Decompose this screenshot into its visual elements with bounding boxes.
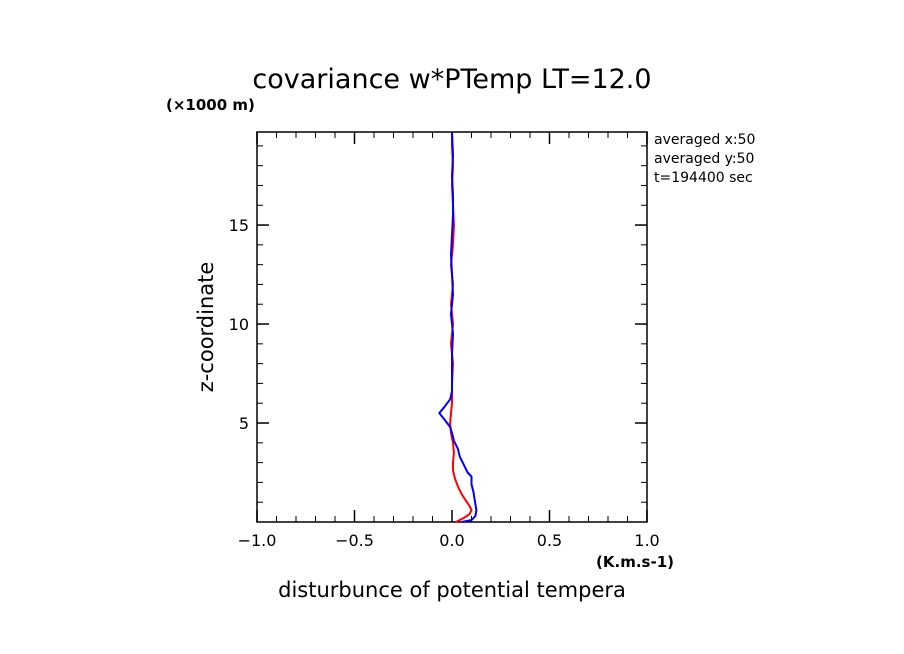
x-tick-label: 0.0 <box>439 531 464 550</box>
series-line-0 <box>449 132 473 523</box>
y-unit-label: (×1000 m) <box>166 96 255 114</box>
series-layer <box>438 131 478 523</box>
x-tick-label: 1.0 <box>634 531 659 550</box>
x-axis-label: disturbunce of potential tempera <box>278 578 626 602</box>
x-tick-label: −0.5 <box>335 531 374 550</box>
chart-title: covariance w*PTemp LT=12.0 <box>252 64 651 95</box>
note-averaged-y: averaged y:50 <box>654 151 754 167</box>
plot-area: −1.0 −0.5 0.0 0.5 1.0 5 10 15 <box>229 131 660 550</box>
series-line-1 <box>438 131 478 523</box>
annotation-notes: averaged x:50 averaged y:50 t=194400 sec <box>654 132 755 186</box>
x-unit-label: (K.m.s-1) <box>596 553 674 571</box>
y-tick-label: 15 <box>229 216 249 235</box>
x-tick-label: 0.5 <box>537 531 562 550</box>
y-tick-label: 5 <box>239 414 249 433</box>
x-axis-ticks: −1.0 −0.5 0.0 0.5 1.0 <box>238 132 660 550</box>
y-axis-label: z-coordinate <box>194 262 218 393</box>
note-time: t=194400 sec <box>654 170 753 186</box>
note-averaged-x: averaged x:50 <box>654 132 755 148</box>
y-axis-ticks: 5 10 15 <box>229 216 647 433</box>
x-tick-label: −1.0 <box>238 531 277 550</box>
y-tick-label: 10 <box>229 315 249 334</box>
